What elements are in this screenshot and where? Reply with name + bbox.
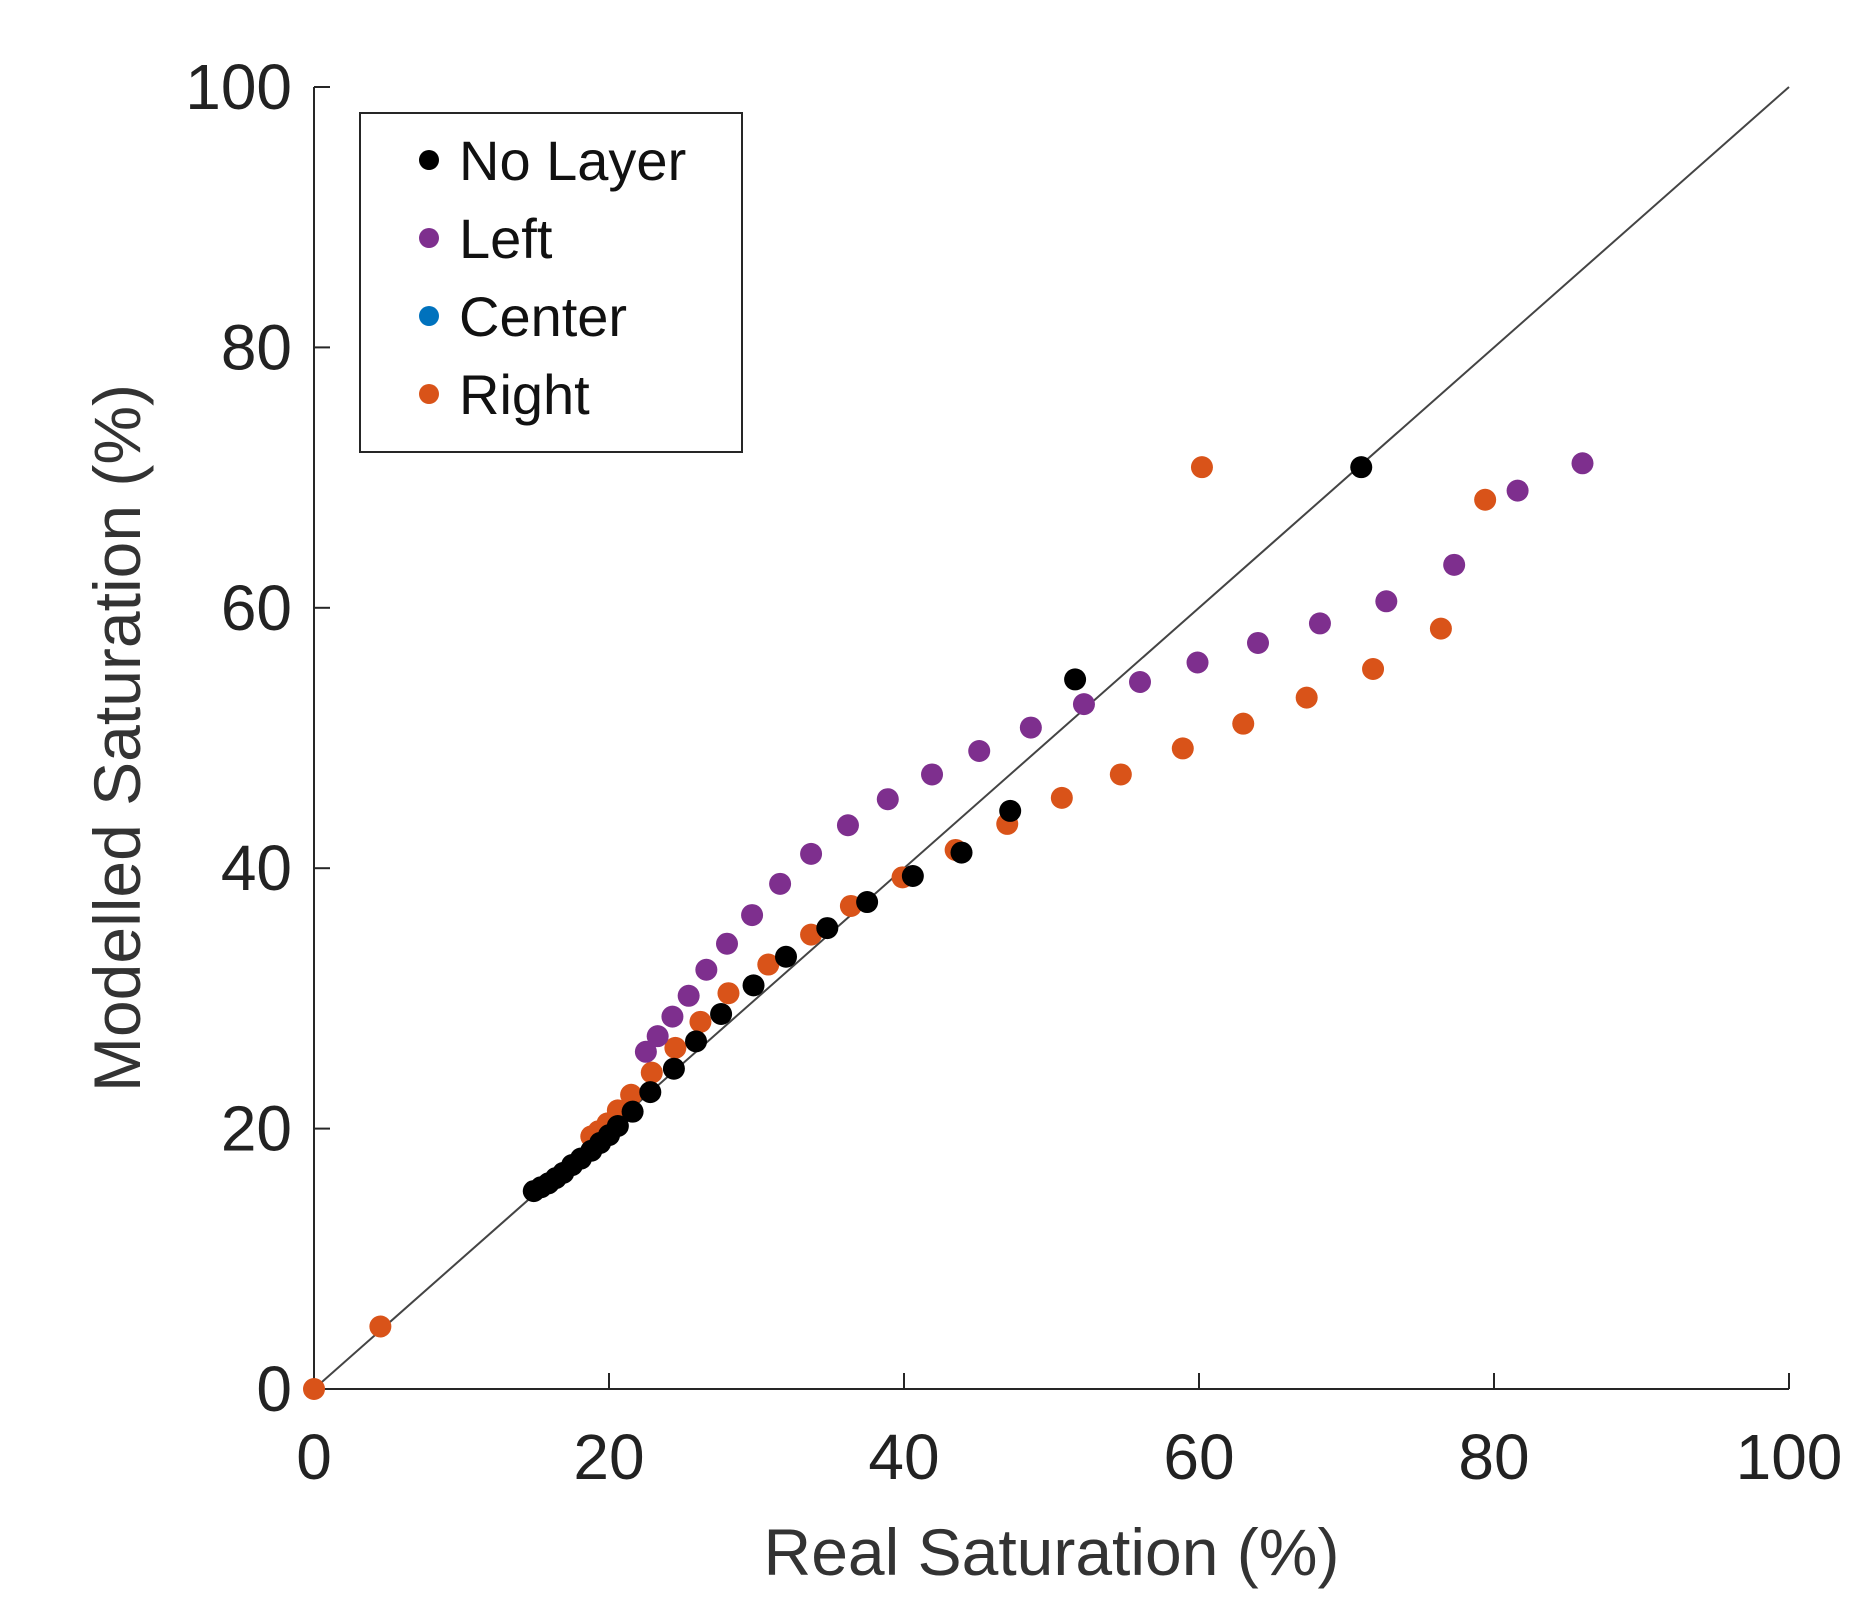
- point-left: [1506, 479, 1529, 502]
- point-no-layer: [1064, 668, 1087, 691]
- point-no-layer: [816, 917, 839, 940]
- point-right: [1050, 786, 1073, 809]
- point-left: [661, 1005, 684, 1028]
- point-left: [921, 763, 944, 786]
- point-right: [1474, 488, 1497, 511]
- legend-marker-no-layer: [419, 150, 439, 170]
- legend-label-left: Left: [459, 207, 553, 270]
- y-tick-label: 80: [221, 311, 292, 383]
- point-no-layer: [1350, 456, 1373, 479]
- point-left: [741, 904, 764, 927]
- x-tick-label: 100: [1736, 1421, 1843, 1493]
- point-right: [1232, 712, 1255, 735]
- point-right: [664, 1036, 687, 1059]
- legend-marker-left: [419, 228, 439, 248]
- point-right: [640, 1061, 663, 1084]
- point-no-layer: [621, 1100, 644, 1123]
- point-right: [1429, 617, 1452, 640]
- point-no-layer: [662, 1057, 685, 1080]
- legend-label-no-layer: No Layer: [459, 129, 686, 192]
- point-right: [689, 1010, 712, 1033]
- x-tick-label: 20: [573, 1421, 644, 1493]
- x-tick-label: 60: [1163, 1421, 1234, 1493]
- point-left: [968, 740, 991, 763]
- point-left: [836, 814, 859, 837]
- legend: No Layer Left Center Right: [359, 112, 743, 453]
- point-right: [1190, 456, 1213, 479]
- y-tick-label: 0: [256, 1353, 292, 1425]
- point-left: [1247, 631, 1269, 654]
- x-tick-label: 80: [1458, 1421, 1529, 1493]
- point-no-layer: [999, 799, 1022, 822]
- point-left: [1129, 671, 1151, 694]
- data-points: [303, 452, 1594, 1400]
- point-no-layer: [685, 1030, 708, 1053]
- point-right: [369, 1315, 392, 1338]
- y-tick-label: 100: [185, 51, 292, 123]
- point-left: [876, 788, 899, 811]
- y-tick-label: 20: [221, 1093, 292, 1165]
- point-right: [1109, 763, 1132, 786]
- point-no-layer: [742, 974, 765, 997]
- point-no-layer: [901, 865, 924, 888]
- y-tick-label: 40: [221, 832, 292, 904]
- point-right: [1171, 737, 1194, 760]
- x-axis-label: Real Saturation (%): [764, 1515, 1340, 1589]
- point-left: [1308, 612, 1331, 635]
- legend-label-center: Center: [459, 285, 627, 348]
- point-left: [800, 842, 823, 865]
- legend-marker-right: [419, 384, 439, 404]
- legend-label-right: Right: [459, 363, 590, 426]
- point-no-layer: [639, 1081, 662, 1104]
- point-left: [1186, 651, 1209, 674]
- point-right: [1362, 657, 1385, 680]
- point-left: [1072, 693, 1095, 716]
- x-tick-label: 0: [296, 1421, 332, 1493]
- point-left: [716, 932, 738, 955]
- point-no-layer: [606, 1114, 629, 1137]
- legend-marker-center: [419, 306, 439, 326]
- point-left: [646, 1025, 669, 1048]
- y-axis-label: Modelled Saturation (%): [80, 384, 154, 1092]
- axes: 0 20 40 60 80 100 0 20 40 60 80 100: [185, 51, 1842, 1493]
- point-left: [769, 872, 792, 895]
- point-right: [303, 1378, 325, 1400]
- point-left: [1375, 590, 1398, 613]
- point-left: [1571, 452, 1594, 475]
- point-left: [634, 1040, 657, 1063]
- y-tick-label: 60: [221, 572, 292, 644]
- point-right: [717, 982, 740, 1005]
- point-no-layer: [710, 1003, 733, 1026]
- x-tick-label: 40: [868, 1421, 939, 1493]
- point-no-layer: [775, 945, 797, 968]
- point-no-layer: [950, 841, 973, 864]
- point-right: [1295, 686, 1318, 709]
- point-right: [757, 953, 780, 976]
- point-right: [620, 1083, 643, 1106]
- point-left: [695, 958, 718, 981]
- point-left: [1443, 553, 1466, 576]
- point-left: [677, 984, 700, 1007]
- point-left: [1019, 716, 1042, 739]
- point-no-layer: [856, 891, 879, 914]
